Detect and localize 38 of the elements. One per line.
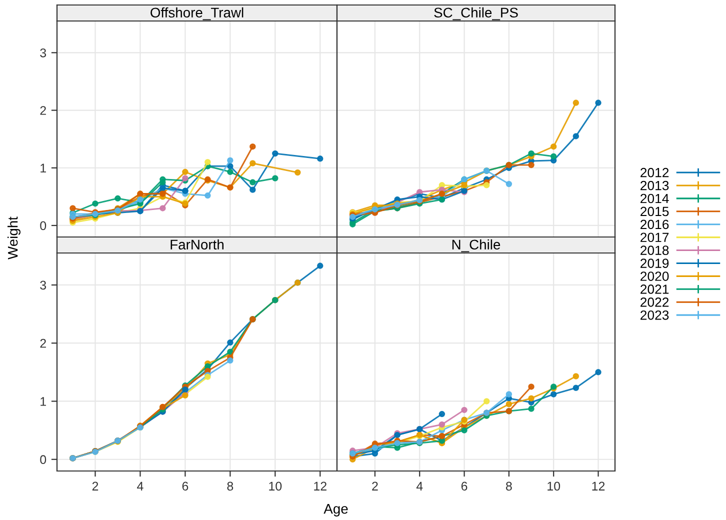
legend-label: 2015: [640, 206, 669, 216]
y-tick-label: 2: [40, 106, 46, 115]
legend-label: 2017: [640, 232, 669, 242]
legend-label: 2023: [640, 310, 669, 320]
chart-title: SC_Chile_PS: [434, 7, 518, 20]
legend-label: 2013: [640, 180, 669, 190]
y-tick-label: 1: [40, 397, 46, 406]
y-tick-label: 0: [40, 455, 46, 464]
x-tick-label: 2: [372, 482, 378, 490]
y-tick-label: 0: [40, 221, 46, 230]
chart-title: Offshore_Trawl: [150, 7, 244, 20]
y-tick-label: 3: [40, 280, 46, 290]
x-tick-label: 2: [92, 482, 98, 490]
legend-label: 2019: [640, 258, 669, 268]
legend-label: 2014: [640, 194, 669, 204]
legend-label: 2020: [640, 272, 669, 281]
x-tick-label: 8: [506, 482, 512, 491]
y-tick-label: 3: [40, 48, 46, 58]
x-tick-label: 6: [182, 482, 188, 491]
x-tick-label: 10: [548, 482, 560, 491]
chart-title: FarNorth: [170, 239, 224, 250]
y-tick-label: 1: [40, 164, 46, 172]
legend-label: 2016: [640, 220, 669, 230]
y-tick-label: 2: [40, 338, 46, 348]
x-tick-label: 10: [269, 482, 282, 491]
legend-label: 2022: [640, 298, 669, 307]
x-axis-title: Age: [324, 504, 348, 516]
legend-label: 2021: [640, 284, 669, 294]
legend-label: 2012: [640, 168, 669, 178]
x-tick-label: 4: [137, 482, 144, 490]
y-axis-title: Weight: [8, 216, 20, 260]
x-tick-label: 12: [592, 482, 605, 490]
x-tick-label: 4: [416, 482, 423, 490]
legend-label: 2018: [640, 246, 669, 256]
x-tick-label: 8: [227, 482, 234, 491]
x-tick-label: 12: [314, 482, 326, 490]
x-tick-label: 6: [461, 482, 468, 491]
chart-title: N_Chile: [452, 239, 500, 252]
